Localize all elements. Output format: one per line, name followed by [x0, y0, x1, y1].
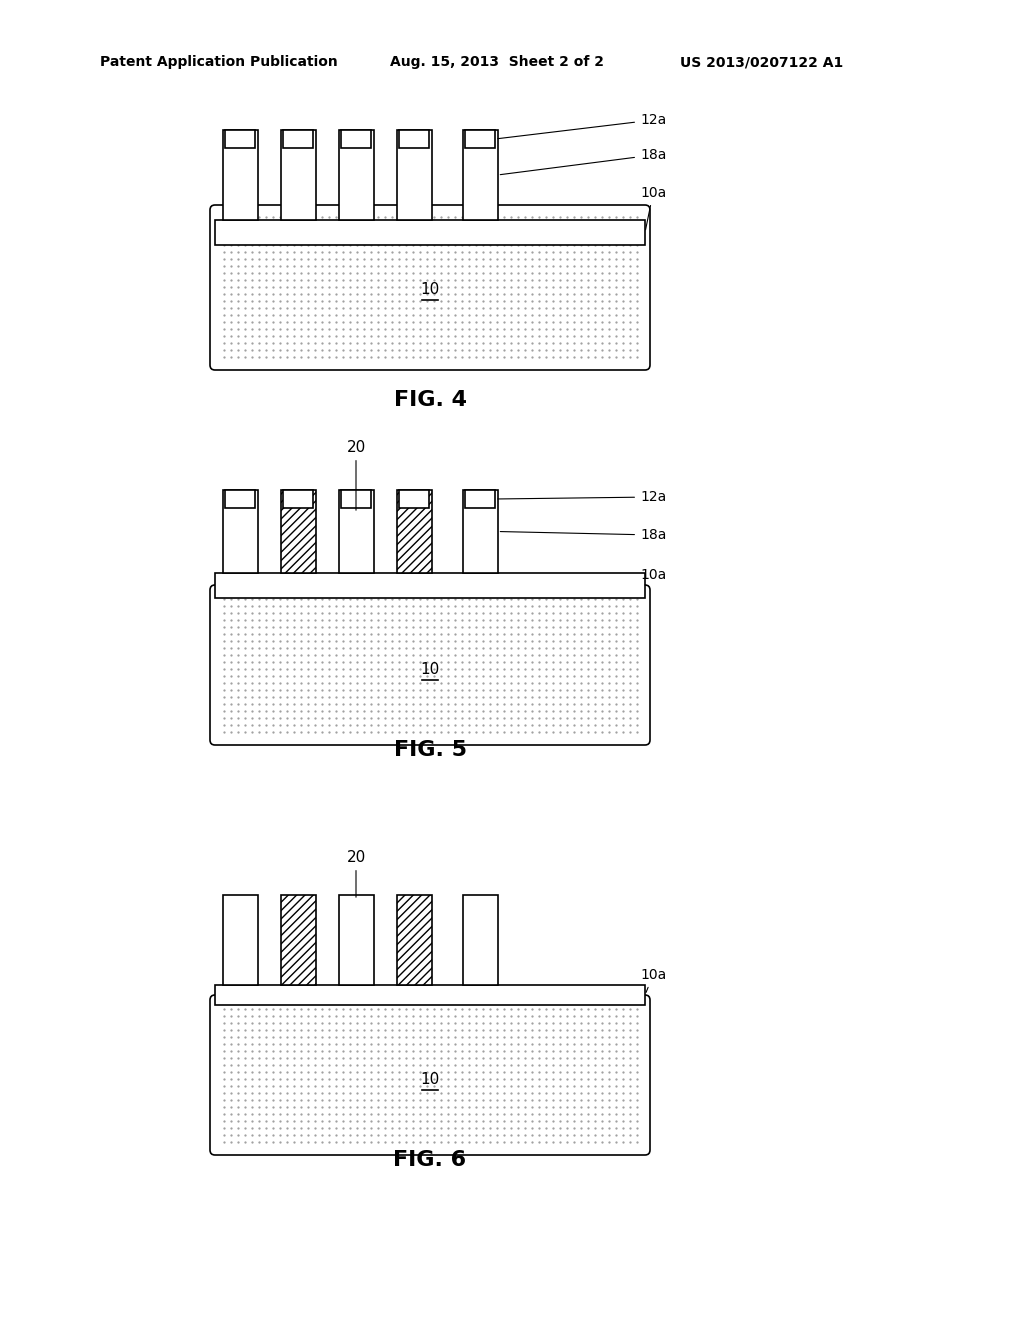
- Text: 18a: 18a: [501, 528, 667, 543]
- Bar: [465, 129, 495, 148]
- Bar: [222, 129, 257, 220]
- Bar: [465, 490, 495, 508]
- Bar: [215, 220, 645, 246]
- Bar: [225, 490, 255, 508]
- Text: Patent Application Publication: Patent Application Publication: [100, 55, 338, 69]
- Text: 10a: 10a: [640, 186, 667, 230]
- Text: US 2013/0207122 A1: US 2013/0207122 A1: [680, 55, 843, 69]
- Text: 12a: 12a: [498, 114, 667, 139]
- FancyBboxPatch shape: [210, 205, 650, 370]
- Text: Aug. 15, 2013  Sheet 2 of 2: Aug. 15, 2013 Sheet 2 of 2: [390, 55, 604, 69]
- Bar: [396, 490, 431, 573]
- Bar: [225, 129, 255, 148]
- Bar: [222, 895, 257, 985]
- Text: FIG. 5: FIG. 5: [393, 741, 467, 760]
- Bar: [215, 985, 645, 1005]
- Bar: [463, 895, 498, 985]
- Bar: [399, 490, 429, 508]
- Text: FIG. 4: FIG. 4: [393, 389, 467, 411]
- Bar: [283, 129, 313, 148]
- Bar: [215, 573, 645, 598]
- Bar: [399, 129, 429, 148]
- Text: 10a: 10a: [640, 968, 667, 993]
- Bar: [281, 129, 315, 220]
- Text: 20: 20: [346, 850, 366, 898]
- Bar: [283, 490, 313, 508]
- Bar: [281, 895, 315, 985]
- Text: 10: 10: [421, 282, 439, 297]
- Text: 10a: 10a: [640, 568, 667, 585]
- Text: 10: 10: [421, 1072, 439, 1088]
- Bar: [222, 490, 257, 573]
- FancyBboxPatch shape: [210, 995, 650, 1155]
- Bar: [281, 490, 315, 573]
- Bar: [339, 490, 374, 573]
- Bar: [463, 490, 498, 573]
- Text: 10: 10: [421, 663, 439, 677]
- FancyBboxPatch shape: [210, 585, 650, 744]
- Bar: [396, 129, 431, 220]
- Bar: [396, 895, 431, 985]
- Bar: [463, 129, 498, 220]
- Bar: [339, 129, 374, 220]
- Bar: [341, 490, 371, 508]
- Text: FIG. 6: FIG. 6: [393, 1150, 467, 1170]
- Text: 18a: 18a: [501, 148, 667, 174]
- Bar: [339, 895, 374, 985]
- Text: 12a: 12a: [498, 490, 667, 504]
- Text: 20: 20: [346, 440, 366, 511]
- Bar: [341, 129, 371, 148]
